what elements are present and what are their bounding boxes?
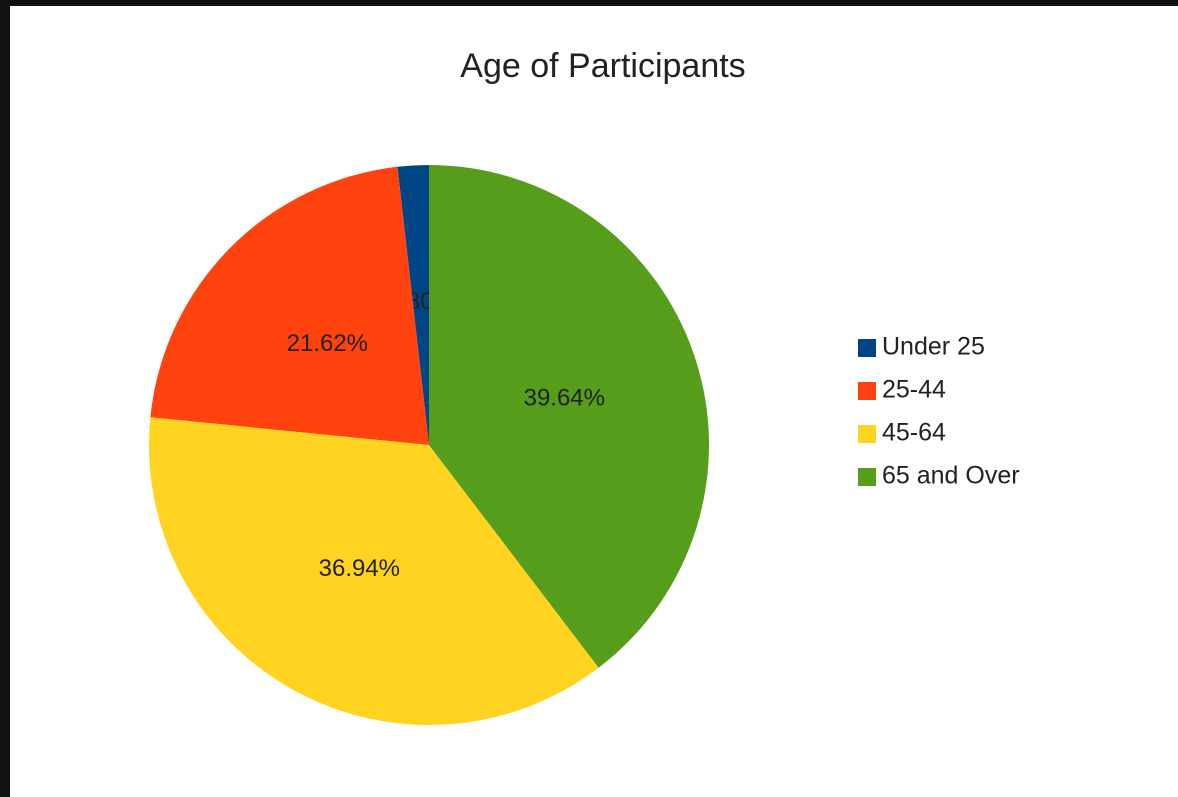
pie-slice [150,166,430,446]
data-label: 21.62% [287,330,368,357]
legend-swatch [858,339,876,357]
legend-swatch [858,425,876,443]
data-label: 39.64% [524,385,605,412]
legend-label: 65 and Over [882,462,1020,490]
legend-label: Under 25 [882,333,985,361]
legend-swatch [858,468,876,486]
chart-title: Age of Participants [460,47,745,85]
legend-label: 25-44 [882,376,946,404]
legend-label: 45-64 [882,419,946,447]
pie-slice [429,165,709,668]
data-label: 36.94% [319,555,400,582]
pie-slice [148,417,599,726]
pie-slice [397,165,429,445]
legend-swatch [858,382,876,400]
